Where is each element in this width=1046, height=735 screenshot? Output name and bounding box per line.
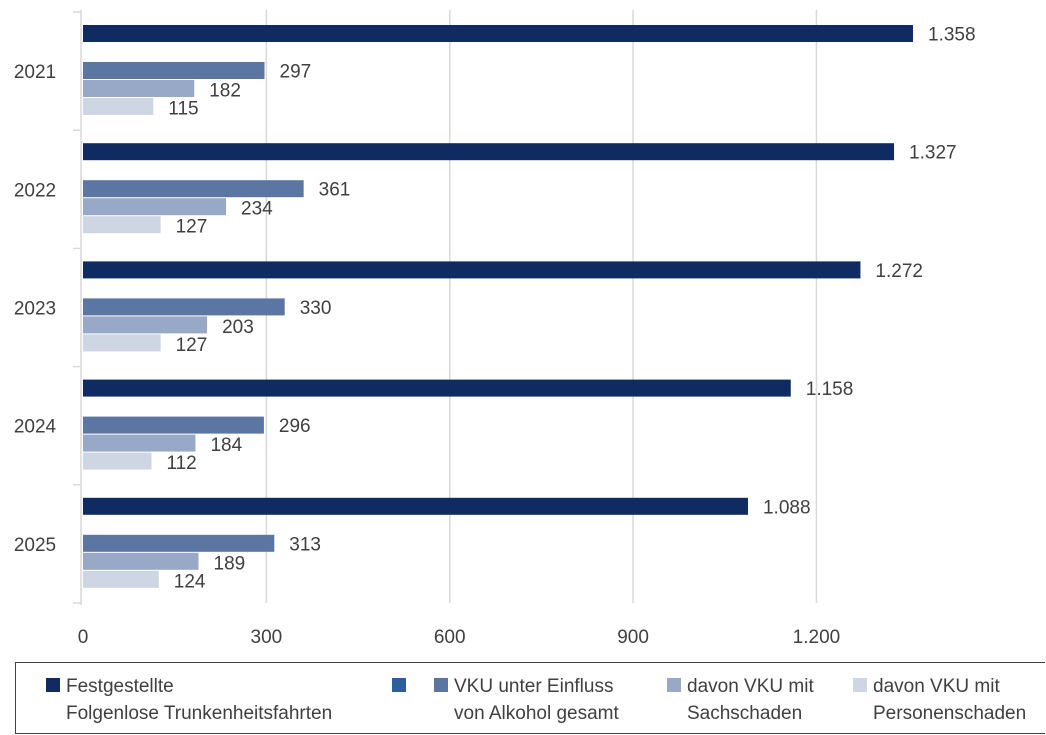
data-label: 313 xyxy=(289,534,321,555)
y-category-label: 2022 xyxy=(14,180,56,201)
bar xyxy=(83,216,161,234)
bar xyxy=(83,452,152,470)
data-label: 182 xyxy=(209,81,241,102)
x-tick-label: 300 xyxy=(251,627,283,648)
bar xyxy=(83,98,154,115)
y-category-label: 2023 xyxy=(14,299,56,320)
bar xyxy=(83,198,227,216)
legend-label: Sachschaden xyxy=(687,703,803,724)
bar xyxy=(83,143,895,161)
data-label: 297 xyxy=(280,62,312,83)
y-category-label: 2025 xyxy=(14,535,56,556)
legend-swatch xyxy=(853,678,867,692)
data-label: 203 xyxy=(222,317,254,338)
data-label: 112 xyxy=(166,453,196,474)
bar xyxy=(83,261,861,279)
legend-extra-marker xyxy=(392,673,412,692)
legend-item-trunkenheitsfahrten: Festgestellte Folgenlose Trunkenheitsfah… xyxy=(46,673,332,727)
y-category-label: 2024 xyxy=(14,417,57,438)
data-label: 127 xyxy=(176,335,208,356)
bar xyxy=(83,434,196,452)
bar xyxy=(83,62,265,79)
legend-item-personenschaden: davon VKU mit Personenschaden xyxy=(853,673,1026,727)
data-label: 296 xyxy=(279,416,311,437)
legend-label: davon VKU mit xyxy=(873,676,1000,697)
legend-label: VKU unter Einfluss xyxy=(454,676,614,697)
x-tick-label: 600 xyxy=(434,627,466,648)
legend-label: Festgestellte xyxy=(66,676,174,697)
bar xyxy=(83,180,304,198)
bar xyxy=(83,416,264,434)
legend-swatch xyxy=(392,678,406,692)
bar xyxy=(83,552,199,570)
data-label: 1.358 xyxy=(928,25,976,46)
data-label: 330 xyxy=(300,298,332,319)
bar xyxy=(83,80,195,97)
bar xyxy=(83,534,275,552)
data-label: 1.088 xyxy=(763,497,811,518)
chart-legend: Festgestellte Folgenlose Trunkenheitsfah… xyxy=(15,662,1045,734)
data-label: 1.327 xyxy=(909,143,957,164)
bar xyxy=(83,570,159,588)
bar xyxy=(83,334,161,352)
data-label: 189 xyxy=(214,553,246,574)
legend-label: Folgenlose Trunkenheitsfahrten xyxy=(66,703,333,724)
data-label: 234 xyxy=(241,199,273,220)
data-label: 1.158 xyxy=(806,379,854,400)
legend-label: Personenschaden xyxy=(873,703,1027,724)
y-category-label: 2021 xyxy=(14,62,56,83)
bar-chart: 0 300 600 900 1.200 2021 1.358 297 182 115 2022 1.3… xyxy=(14,10,976,648)
data-label: 184 xyxy=(210,435,242,456)
x-tick-label: 900 xyxy=(617,627,649,648)
bar xyxy=(83,298,285,316)
bar xyxy=(83,497,748,515)
legend-swatch xyxy=(46,678,60,692)
bar xyxy=(83,379,791,397)
data-label: 115 xyxy=(168,99,198,120)
x-tick-label: 0 xyxy=(78,627,89,648)
data-label: 124 xyxy=(174,571,206,592)
data-label: 361 xyxy=(319,180,351,201)
bar xyxy=(83,316,208,334)
data-label: 1.272 xyxy=(875,261,923,282)
legend-swatch xyxy=(667,678,681,692)
data-label: 127 xyxy=(176,217,208,238)
x-tick-label: 1.200 xyxy=(793,627,841,648)
legend-label: von Alkohol gesamt xyxy=(454,703,619,724)
bar xyxy=(83,25,913,42)
legend-swatch xyxy=(434,678,448,692)
legend-label: davon VKU mit xyxy=(687,676,814,697)
legend-item-vku-gesamt: VKU unter Einfluss von Alkohol gesamt xyxy=(434,673,619,727)
legend-item-sachschaden: davon VKU mit Sachschaden xyxy=(667,673,814,727)
